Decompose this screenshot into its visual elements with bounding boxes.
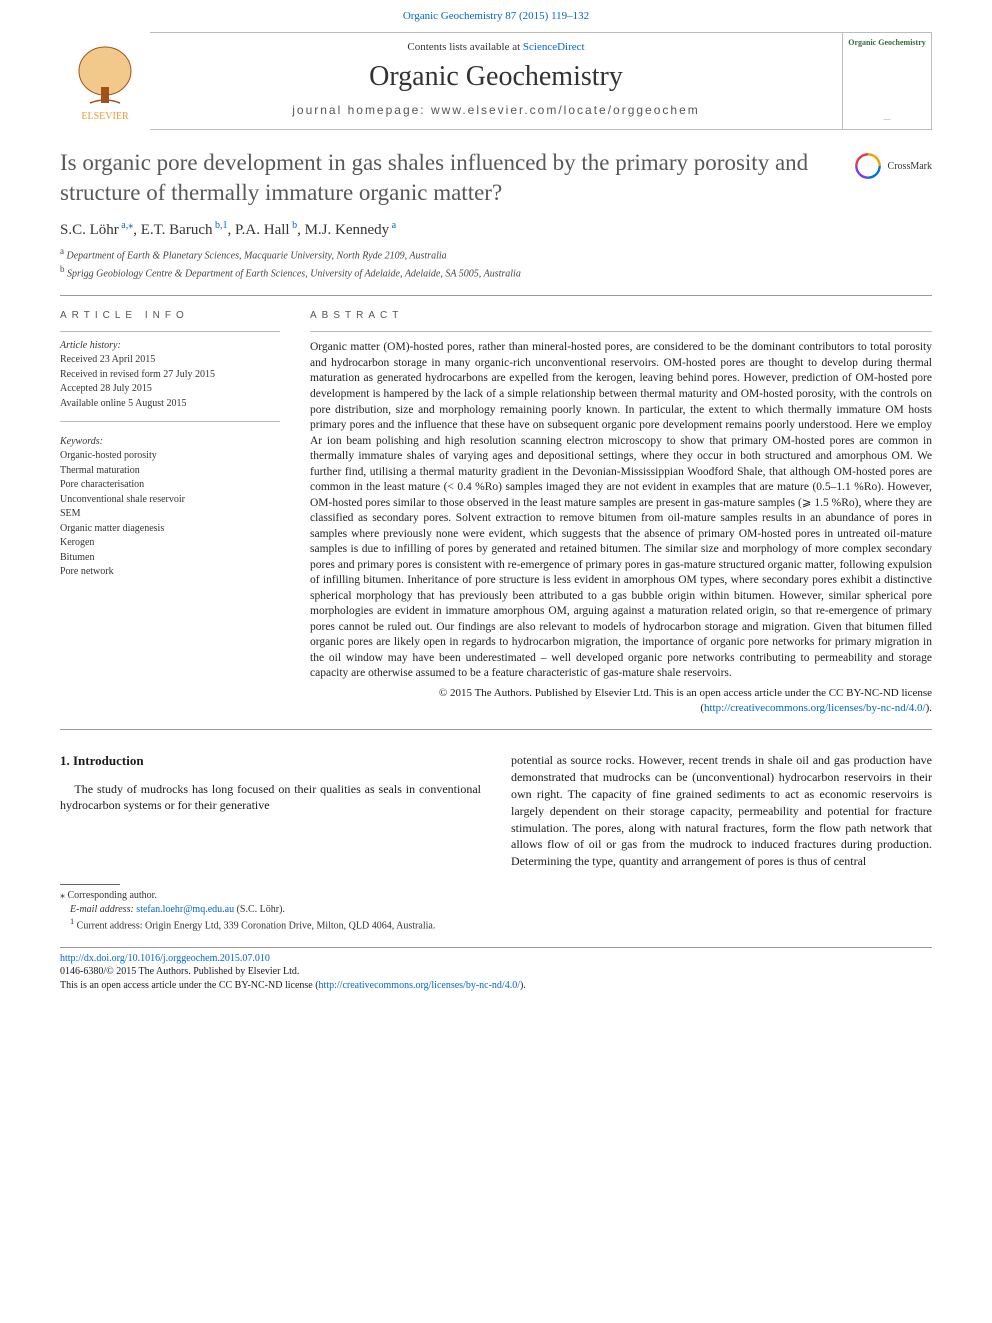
note1-marker: 1 [70,917,74,926]
contents-available-line: Contents lists available at ScienceDirec… [150,41,842,53]
crossmark-badge[interactable]: CrossMark [854,152,932,180]
divider-bottom [60,729,932,730]
corr-marker: ⁎ [60,890,65,901]
elsevier-text: ELSEVIER [81,111,129,121]
kw-6: Kerogen [60,536,280,551]
footer-rule [60,947,932,948]
elsevier-tree-icon: ELSEVIER [70,41,140,121]
author-line: S.C. Löhr a,⁎, E.T. Baruch b,1, P.A. Hal… [60,220,932,239]
intro-right-text: potential as source rocks. However, rece… [511,752,932,870]
kw-0: Organic-hosted porosity [60,449,280,464]
kw-5: Organic matter diagenesis [60,522,280,537]
intro-columns: 1. Introduction The study of mudrocks ha… [60,752,932,870]
abstract-heading: ABSTRACT [310,310,932,321]
crossmark-icon [854,152,882,180]
article-info-column: ARTICLE INFO Article history: Received 2… [60,310,280,715]
keywords-head: Keywords: [60,436,280,447]
note1-text: Current address: Origin Energy Ltd, 339 … [77,920,436,931]
page-footer: http://dx.doi.org/10.1016/j.orggeochem.2… [60,947,932,1011]
citation-header: Organic Geochemistry 87 (2015) 119–132 [0,0,992,28]
email-after: (S.C. Löhr). [234,904,285,915]
author-4-sup[interactable]: a [389,220,396,231]
author-1: S.C. Löhr [60,222,119,238]
issn-line: 0146-6380/© 2015 The Authors. Published … [60,965,932,979]
kw-4: SEM [60,507,280,522]
masthead-center: Contents lists available at ScienceDirec… [150,32,842,130]
title-block: Is organic pore development in gas shale… [60,148,932,208]
author-3: P.A. Hall [235,222,290,238]
footer-license-line: This is an open access article under the… [60,979,932,993]
license-close: ). [926,702,932,714]
cover-footer: — [884,115,891,123]
license-link[interactable]: http://creativecommons.org/licenses/by-n… [704,702,926,714]
history-head: Article history: [60,340,280,351]
history-online: Available online 5 August 2015 [60,397,280,412]
kw-3: Unconventional shale reservoir [60,493,280,508]
history-accepted: Accepted 28 July 2015 [60,382,280,397]
abstract-body: Organic matter (OM)-hosted pores, rather… [310,340,932,681]
author-2-sup[interactable]: b, [213,220,223,231]
author-1-sup[interactable]: a, [119,220,128,231]
corr-text: Corresponding author. [68,890,157,901]
article-info-heading: ARTICLE INFO [60,310,280,321]
masthead: ELSEVIER Contents lists available at Sci… [60,32,932,130]
history-revised: Received in revised form 27 July 2015 [60,368,280,383]
aff-b-text: Sprigg Geobiology Centre & Department of… [67,268,521,279]
aff-a-text: Department of Earth & Planetary Sciences… [67,250,447,261]
affiliation-a: a Department of Earth & Planetary Scienc… [60,245,932,263]
journal-name: Organic Geochemistry [150,61,842,93]
author-4: M.J. Kennedy [305,222,390,238]
intro-heading: 1. Introduction [60,752,481,770]
history-received: Received 23 April 2015 [60,353,280,368]
article-title: Is organic pore development in gas shale… [60,148,932,208]
cover-image-placeholder [852,61,922,101]
footer-license-link[interactable]: http://creativecommons.org/licenses/by-n… [319,980,520,991]
journal-homepage: journal homepage: www.elsevier.com/locat… [150,103,842,117]
kw-1: Thermal maturation [60,464,280,479]
affiliation-b: b Sprigg Geobiology Centre & Department … [60,263,932,281]
email-label: E-mail address: [70,904,134,915]
intro-left-col: 1. Introduction The study of mudrocks ha… [60,752,481,870]
email-link[interactable]: stefan.loehr@mq.edu.au [136,904,234,915]
info-abstract-row: ARTICLE INFO Article history: Received 2… [60,296,932,715]
kw-7: Bitumen [60,551,280,566]
abstract-column: ABSTRACT Organic matter (OM)-hosted pore… [310,310,932,715]
author-1-corr[interactable]: ⁎ [128,220,133,231]
crossmark-label: CrossMark [888,161,932,172]
author-2-note[interactable]: 1 [223,220,228,231]
publisher-logo: ELSEVIER [60,32,150,130]
journal-cover-thumb: Organic Geochemistry — [842,32,932,130]
kw-8: Pore network [60,565,280,580]
footnote-rule [60,884,120,885]
contents-prefix: Contents lists available at [407,41,522,53]
affiliations: a Department of Earth & Planetary Scienc… [60,245,932,282]
email-footnote: E-mail address: stefan.loehr@mq.edu.au (… [60,903,480,917]
doi-link[interactable]: http://dx.doi.org/10.1016/j.orggeochem.2… [60,953,270,964]
footer-license-prefix: This is an open access article under the… [60,980,319,991]
sciencedirect-link[interactable]: ScienceDirect [523,41,585,53]
kw-2: Pore characterisation [60,478,280,493]
homepage-prefix: journal homepage: [292,103,431,117]
citation-link[interactable]: Organic Geochemistry 87 (2015) 119–132 [403,10,589,22]
footnotes: ⁎ Corresponding author. E-mail address: … [60,884,480,933]
corr-author-footnote: ⁎ Corresponding author. [60,889,480,903]
abstract-rule [310,331,932,332]
homepage-url[interactable]: www.elsevier.com/locate/orggeochem [431,103,700,117]
abstract-copyright: © 2015 The Authors. Published by Elsevie… [310,686,932,716]
info-rule-2 [60,421,280,422]
info-rule [60,331,280,332]
footer-license-close: ). [520,980,526,991]
author-2: E.T. Baruch [141,222,213,238]
cover-title: Organic Geochemistry [848,39,926,48]
author-3-sup[interactable]: b [290,220,298,231]
intro-right-col: potential as source rocks. However, rece… [511,752,932,870]
note1-footnote: 1 Current address: Origin Energy Ltd, 33… [60,916,480,933]
intro-left-text: The study of mudrocks has long focused o… [60,781,481,815]
